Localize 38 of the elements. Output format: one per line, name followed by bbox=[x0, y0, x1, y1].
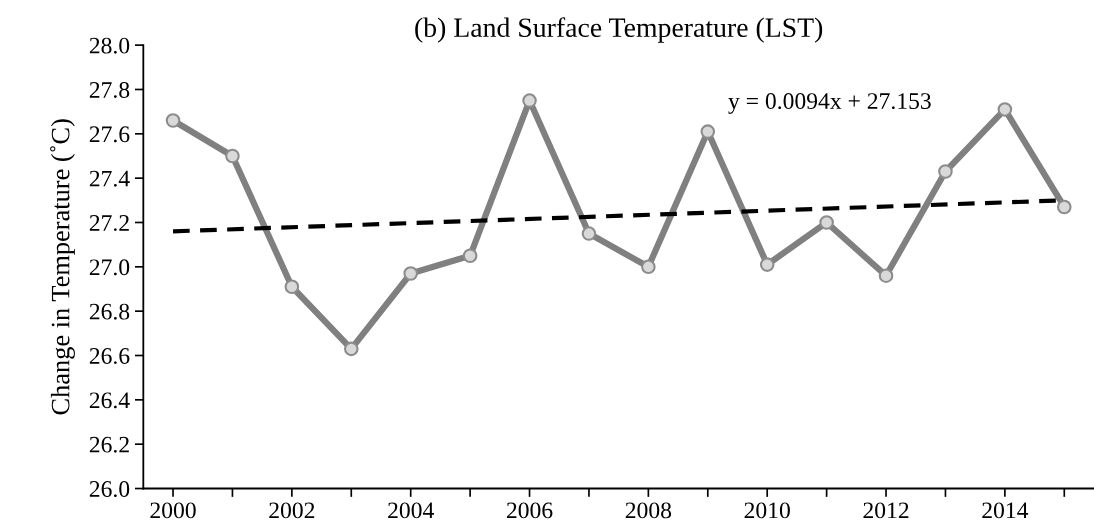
point bbox=[343, 341, 359, 357]
point bbox=[462, 248, 478, 264]
y-tick-label: 28.0 bbox=[89, 37, 130, 54]
y-axis-title: Change in Temperature (˚C) bbox=[50, 119, 75, 415]
y-tick-label: 26.2 bbox=[89, 436, 129, 453]
x-tick-label: 2002 bbox=[269, 502, 315, 519]
x-tick-label: 2010 bbox=[744, 502, 790, 519]
y-tick-label: 26.0 bbox=[89, 481, 130, 498]
x-tick-label: 2012 bbox=[863, 502, 909, 519]
y-tick-label: 26.6 bbox=[89, 348, 130, 365]
point bbox=[700, 124, 716, 139]
y-tick-label: 27.2 bbox=[89, 215, 129, 232]
y-tick-label: 26.4 bbox=[89, 392, 130, 409]
x-tick-label: 2000 bbox=[150, 502, 196, 519]
point bbox=[819, 215, 834, 230]
x-tick-label: 2004 bbox=[388, 502, 434, 519]
point bbox=[403, 266, 418, 281]
point bbox=[1057, 199, 1072, 215]
point bbox=[641, 259, 656, 275]
x-tick-label: 2014 bbox=[982, 502, 1029, 519]
y-tick-label: 26.8 bbox=[89, 303, 130, 320]
y-tick-label: 27.0 bbox=[89, 259, 130, 276]
point bbox=[997, 102, 1013, 117]
y-tick-label: 27.6 bbox=[89, 126, 130, 143]
x-tick-label: 2006 bbox=[506, 502, 553, 519]
y-tick-label: 27.4 bbox=[89, 170, 130, 187]
point bbox=[759, 257, 775, 272]
y-tick-label: 27.8 bbox=[89, 81, 130, 98]
point bbox=[284, 279, 300, 295]
point bbox=[581, 226, 597, 241]
point bbox=[878, 268, 894, 283]
chart-title: (b) Land Surface Temperature (LST) bbox=[415, 17, 823, 43]
point bbox=[938, 164, 953, 179]
point bbox=[165, 113, 181, 128]
point bbox=[522, 93, 537, 108]
annotation: y = 0.0094x + 27.153 bbox=[728, 93, 931, 114]
point bbox=[225, 148, 240, 164]
x-tick-label: 2008 bbox=[625, 502, 672, 519]
